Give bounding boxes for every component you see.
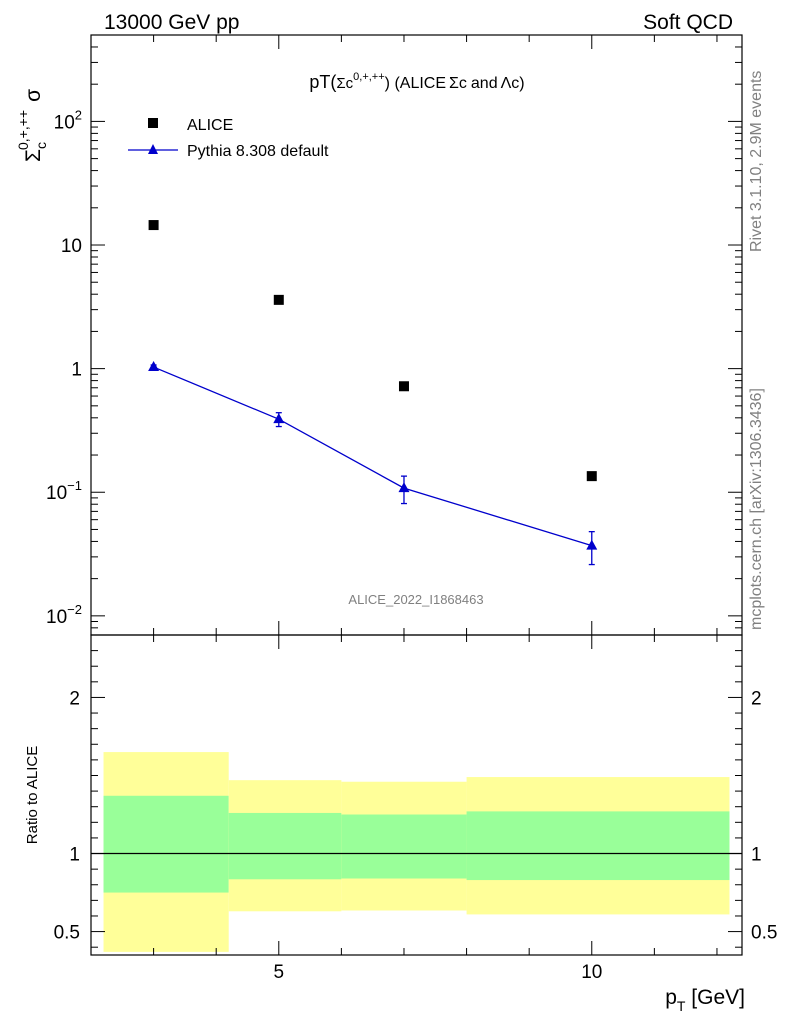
x-tick-label: 10 <box>581 962 602 983</box>
svg-text:Σc0,+,++σ: Σc0,+,++ σ <box>15 89 49 162</box>
rivet-label: Rivet 3.1.10, 2.9M events <box>748 71 765 252</box>
ratio-ylabel: Ratio to ALICE <box>24 746 41 844</box>
header-right: Soft QCD <box>643 11 733 34</box>
title-sigma: Σc <box>336 75 353 92</box>
pythia-point <box>148 361 160 372</box>
legend-alice-marker <box>148 118 158 128</box>
pythia-line <box>153 366 592 547</box>
header-left: 13000 GeV pp <box>104 11 239 34</box>
analysis-id: ALICE_2022_I1868463 <box>348 592 483 607</box>
ratio-band-inner <box>103 795 229 893</box>
ratio-y-tick-label-left: 2 <box>69 688 80 709</box>
xlabel-unit: [GeV] <box>685 986 745 1009</box>
ratio-band-inner <box>341 814 467 879</box>
pythia-point <box>273 412 285 428</box>
y-tick-label: 1 <box>71 360 82 381</box>
alice-point <box>148 220 159 231</box>
ratio-y-tick-label-left: 0.5 <box>54 923 80 944</box>
ylabel-base: Σ <box>22 149 45 162</box>
legend-alice-label: ALICE <box>187 117 233 134</box>
ratio-plot: 0.5 0.5 1 1 2 2 5 10 <box>54 634 777 983</box>
title-sup: 0,+,++ <box>353 71 385 83</box>
xlabel-base: p <box>665 986 677 1009</box>
x-tick-label: 5 <box>273 962 284 983</box>
alice-point <box>398 381 409 392</box>
ratio-y-tick-label-right: 2 <box>751 688 762 709</box>
title-main: pT( <box>309 72 336 92</box>
ylabel-sup: 0,+,++ <box>15 110 31 150</box>
y-tick-label: 102 <box>54 107 82 133</box>
ylabel-tail: σ <box>22 89 45 102</box>
legend-pythia-label: Pythia 8.308 default <box>187 143 329 160</box>
ratio-y-tick-label-right: 0.5 <box>751 923 777 944</box>
alice-point <box>586 471 597 482</box>
title-sigma2: Σc <box>449 75 467 92</box>
xlabel: pT [GeV] <box>665 986 745 1014</box>
ratio-band-inner <box>228 812 342 880</box>
pythia-point <box>586 530 598 566</box>
main-ylabel: Σc0,+,++ σ <box>15 89 49 162</box>
y-tick-label: 10−2 <box>46 602 82 628</box>
ylabel-sub: c <box>33 142 49 149</box>
title-and: and <box>471 75 498 92</box>
title-lambda: Λc <box>501 75 520 92</box>
ratio-band-inner <box>466 811 730 881</box>
xlabel-sub: T <box>677 998 686 1014</box>
title-close: ) (ALICE <box>385 75 446 92</box>
ratio-frame <box>90 634 743 956</box>
title-end: ) <box>519 75 524 92</box>
legend: ALICE Pythia 8.308 default <box>128 117 329 160</box>
y-tick-label: 10 <box>61 236 82 257</box>
ratio-y-tick-label-right: 1 <box>751 845 762 866</box>
legend-pythia-marker <box>148 144 158 154</box>
ratio-y-tick-label-left: 1 <box>69 845 80 866</box>
main-title: pT(Σc0,+,++) (ALICE Σc and Λc) <box>309 71 524 92</box>
mcplots-label: mcplots.cern.ch [arXiv:1306.3436] <box>748 388 765 630</box>
y-tick-label: 10−1 <box>46 478 82 504</box>
alice-point <box>273 294 284 305</box>
pythia-point <box>398 475 410 505</box>
